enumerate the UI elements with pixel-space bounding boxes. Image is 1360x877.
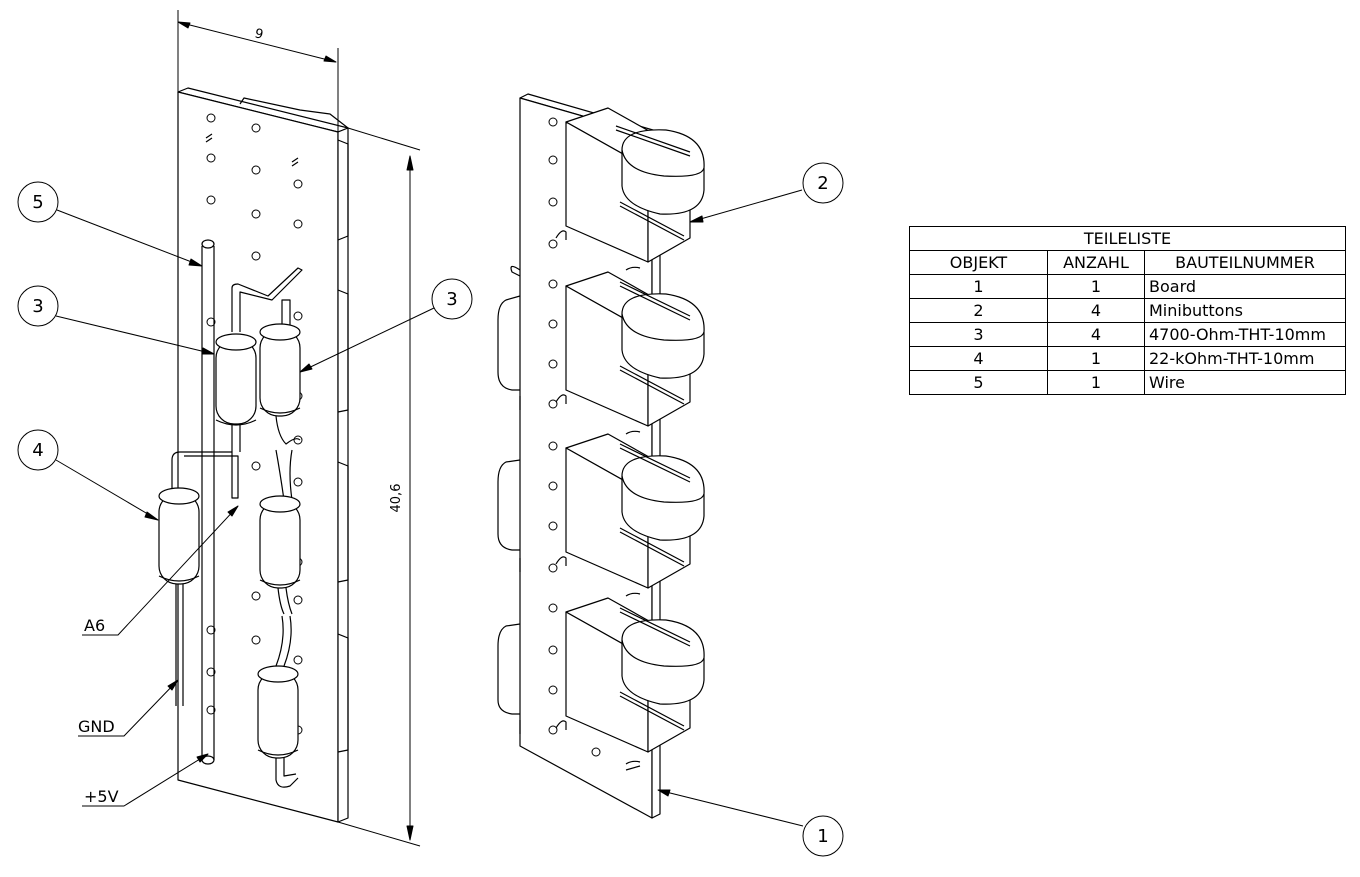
minibutton: [555, 271, 705, 435]
cell-anzahl: 4: [1047, 322, 1145, 347]
balloon-label: 5: [32, 192, 43, 213]
table-row: 4 1 22-kOhm-THT-10mm: [909, 346, 1346, 371]
minibutton: [555, 597, 705, 771]
dimension-height: 40,6: [389, 484, 404, 513]
table-row: 5 1 Wire: [909, 370, 1346, 395]
parts-list-header-row: OBJEKT ANZAHL BAUTEILNUMMER: [909, 250, 1346, 275]
table-row: 3 4 4700-Ohm-THT-10mm: [909, 322, 1346, 347]
cell-objekt: 4: [909, 346, 1048, 371]
dimension-lines: [177, 10, 421, 847]
leader-lines-left: [55, 209, 435, 807]
parts-list-title-row: TEILELISTE: [909, 226, 1346, 251]
leader-lines-right: [657, 189, 804, 827]
cell-objekt: 3: [909, 322, 1048, 347]
cell-bauteil: Minibuttons: [1144, 298, 1346, 323]
column-header-objekt: OBJEKT: [909, 250, 1048, 275]
signal-label-gnd: GND: [78, 717, 115, 736]
balloon-label: 1: [817, 826, 828, 847]
balloon-label: 3: [32, 296, 43, 317]
cell-anzahl: 1: [1047, 274, 1145, 299]
right-board-view: [497, 93, 705, 819]
balloon-label: 4: [32, 440, 43, 461]
balloon-label: 2: [817, 173, 828, 194]
cell-anzahl: 1: [1047, 346, 1145, 371]
parts-list-table: TEILELISTE OBJEKT ANZAHL BAUTEILNUMMER 1…: [909, 226, 1346, 395]
minibutton: [555, 107, 705, 271]
dimension-width: 9: [253, 26, 265, 43]
parts-list-title: TEILELISTE: [909, 226, 1346, 251]
cell-objekt: 2: [909, 298, 1048, 323]
cell-anzahl: 4: [1047, 298, 1145, 323]
cell-objekt: 1: [909, 274, 1048, 299]
cell-bauteil: Wire: [1144, 370, 1346, 395]
left-board-view: [158, 87, 349, 823]
column-header-bauteilnummer: BAUTEILNUMMER: [1144, 250, 1346, 275]
table-row: 1 1 Board: [909, 274, 1346, 299]
signal-label-5v: +5V: [84, 787, 119, 806]
cell-anzahl: 1: [1047, 370, 1145, 395]
cell-bauteil: 4700-Ohm-THT-10mm: [1144, 322, 1346, 347]
balloon-label: 3: [446, 289, 457, 310]
signal-label-a6: A6: [84, 616, 105, 635]
cell-objekt: 5: [909, 370, 1048, 395]
table-row: 2 4 Minibuttons: [909, 298, 1346, 323]
column-header-anzahl: ANZAHL: [1047, 250, 1145, 275]
cell-bauteil: Board: [1144, 274, 1346, 299]
minibutton: [555, 433, 705, 597]
cell-bauteil: 22-kOhm-THT-10mm: [1144, 346, 1346, 371]
balloons: [17, 162, 844, 857]
